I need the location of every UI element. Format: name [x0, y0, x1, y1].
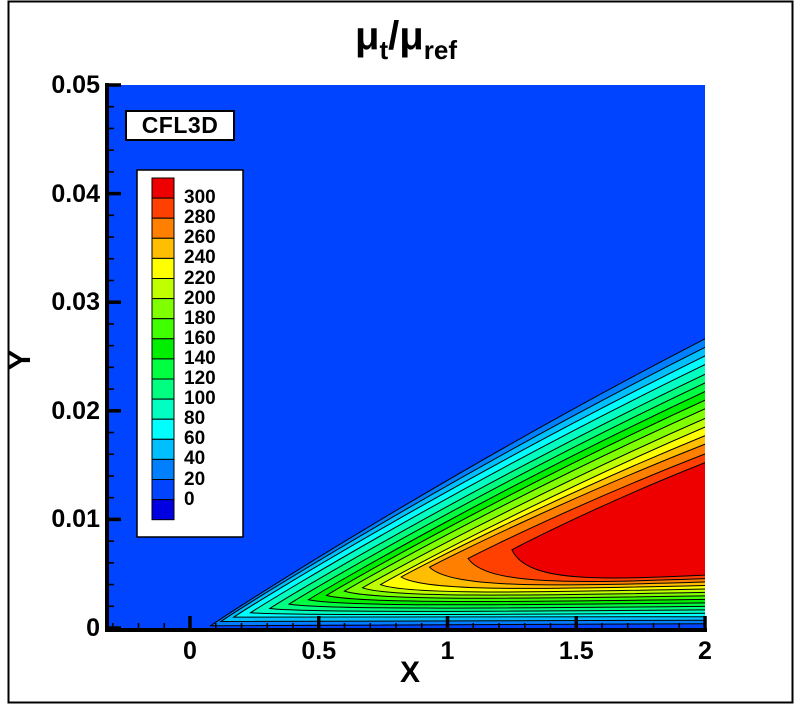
y-tick-label: 0.03	[51, 288, 100, 317]
y-tick-label: 0	[86, 614, 100, 642]
title-mu-symbol: μ	[354, 14, 380, 58]
legend-swatch	[151, 358, 175, 380]
field-group	[107, 85, 705, 628]
x-tick-label: 1	[440, 637, 455, 665]
legend-swatch	[151, 338, 175, 360]
legend-label: 220	[184, 267, 216, 289]
y-tick-label: 0.05	[51, 71, 100, 99]
chart-title: μt/μref	[12, 14, 800, 65]
legend-swatch	[151, 237, 175, 259]
legend-label: 200	[184, 287, 216, 309]
legend-swatch	[151, 499, 175, 521]
y-tick-label: 0.02	[51, 396, 100, 425]
x-tick-label: 0	[183, 637, 197, 665]
legend-label: 160	[184, 327, 216, 349]
legend-swatch	[151, 458, 175, 480]
x-tick-label: 1.5	[558, 637, 594, 665]
title-slash: /	[388, 14, 400, 58]
title-sub-ref: ref	[423, 35, 457, 65]
title-sub-t: t	[379, 35, 389, 65]
legend-swatch	[151, 217, 175, 239]
legend-label: 120	[184, 368, 216, 389]
legend-label: 260	[184, 227, 216, 249]
legend-swatch	[151, 479, 175, 501]
legend-swatch	[151, 438, 175, 460]
legend-swatch	[151, 257, 175, 279]
legend-swatch	[151, 418, 175, 440]
y-tick-label: 0.01	[51, 505, 100, 534]
x-tick-label: 2	[698, 637, 712, 665]
x-axis-title: X	[399, 656, 420, 689]
legend-swatch	[151, 378, 175, 400]
legend-label: 140	[184, 347, 216, 369]
legend-swatch	[151, 177, 175, 199]
y-tick-label: 0.04	[51, 179, 100, 208]
legend-swatch	[151, 398, 175, 420]
legend-swatch	[151, 197, 175, 219]
legend-swatch	[151, 278, 175, 300]
legend-label: 300	[184, 187, 216, 209]
figure-frame	[7, 0, 794, 704]
legend-label: 20	[184, 468, 206, 490]
legend-swatch	[151, 318, 175, 340]
legend-label: 280	[184, 207, 216, 229]
legend-swatch	[151, 298, 175, 320]
title-mu-symbol-2: μ	[399, 14, 424, 58]
legend-label: 40	[184, 448, 206, 470]
legend-label: 0	[184, 488, 195, 510]
legend-label: 100	[184, 388, 216, 410]
x-tick-label: 0.5	[301, 637, 337, 665]
y-axis-title: Y	[4, 350, 37, 371]
legend-label: 80	[184, 408, 206, 430]
legend-label: 60	[184, 428, 206, 450]
contour-band-300	[511, 462, 705, 579]
legend-label: 240	[184, 247, 216, 269]
legend-label: 180	[184, 307, 216, 329]
solver-label-box: CFL3D	[125, 110, 235, 141]
